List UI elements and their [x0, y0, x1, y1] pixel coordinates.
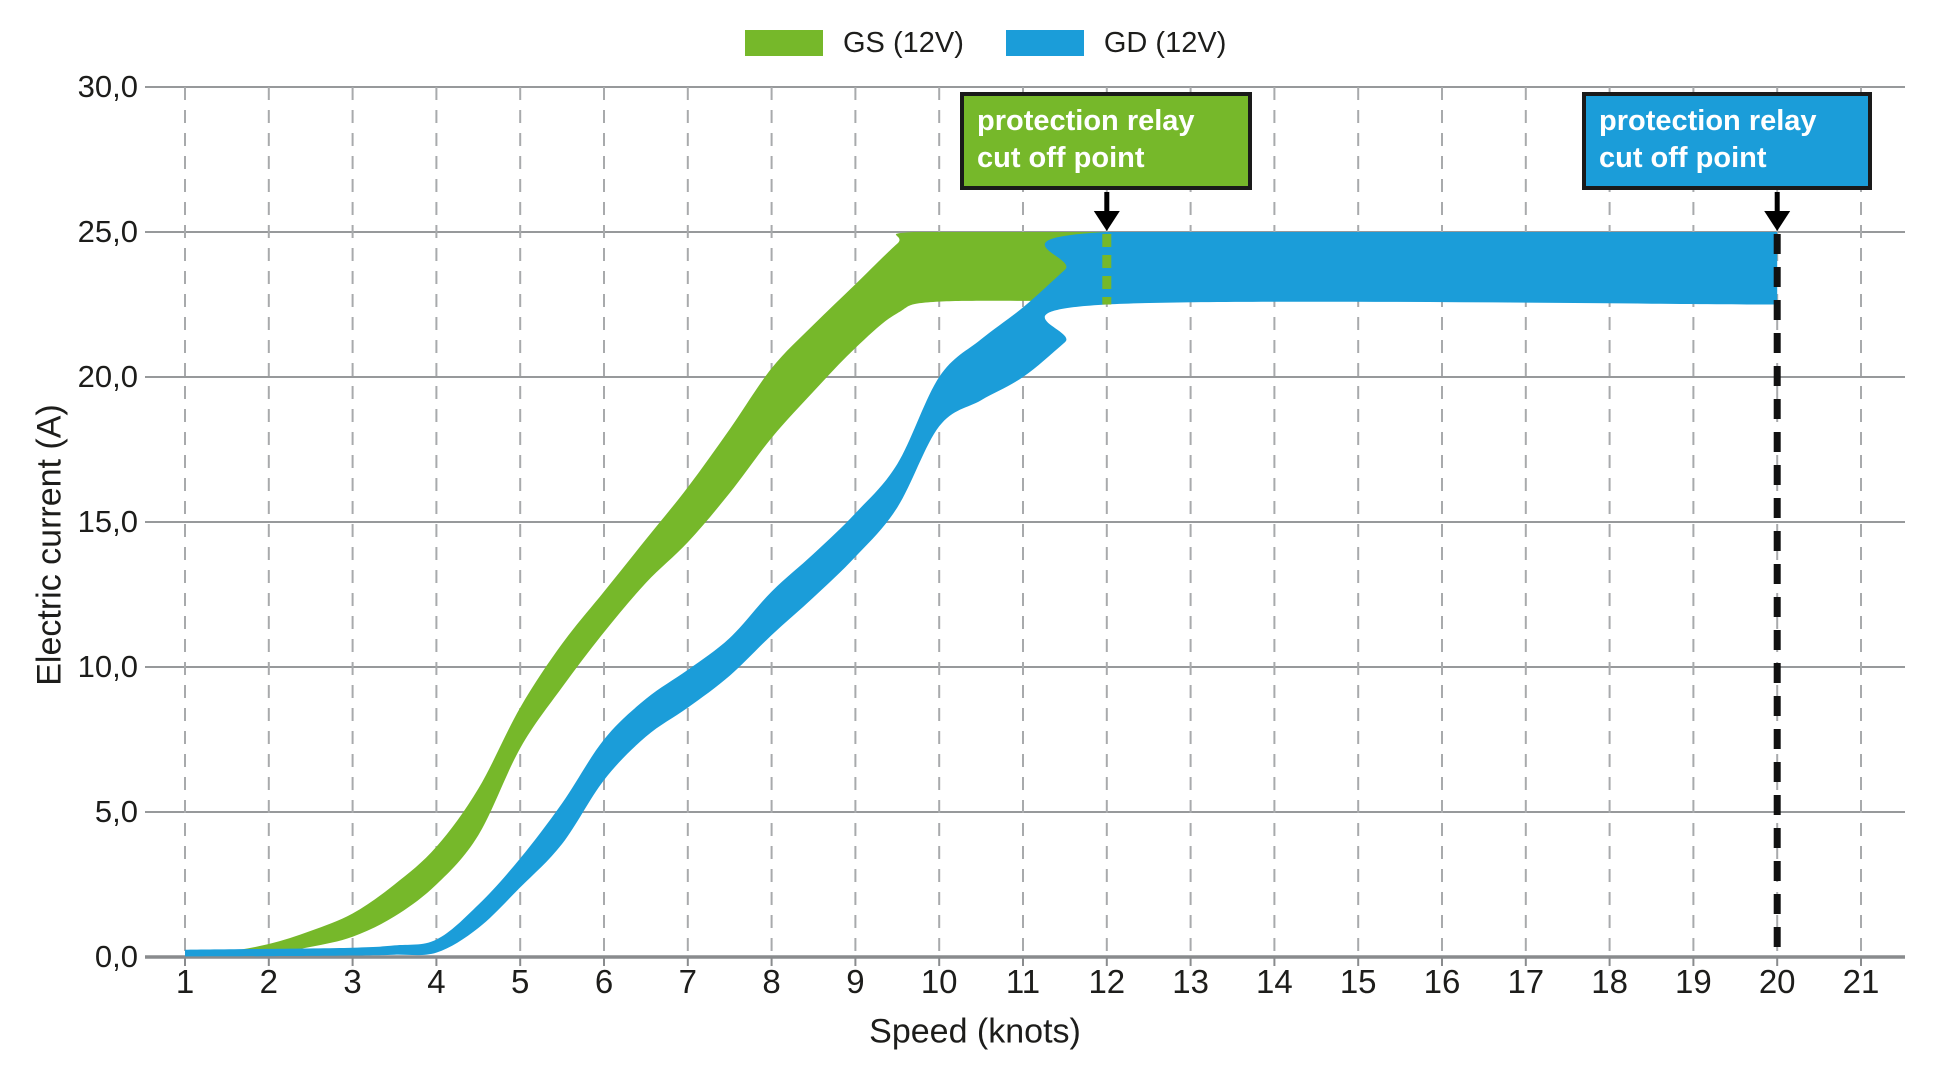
x-tick-label: 21	[1842, 963, 1880, 1000]
x-tick-label: 17	[1507, 963, 1545, 1000]
x-tick-label: 16	[1423, 963, 1461, 1000]
x-tick-label: 5	[511, 963, 530, 1000]
x-tick-label: 19	[1675, 963, 1712, 1000]
legend: GS (12V) GD (12V)	[745, 26, 1226, 60]
y-tick-label: 0,0	[94, 939, 138, 974]
legend-swatch-gs	[745, 30, 823, 56]
y-tick-label: 30,0	[77, 69, 138, 104]
y-tick-label: 10,0	[77, 649, 138, 684]
x-tick-label: 10	[920, 963, 958, 1000]
x-tick-label: 8	[762, 963, 781, 1000]
callout-gd-line2: cut off point	[1599, 142, 1767, 174]
gs-band	[185, 232, 1107, 956]
x-tick-label: 9	[846, 963, 865, 1000]
callout-gs-line1: protection relay	[977, 105, 1195, 137]
y-tick-label: 20,0	[77, 359, 138, 394]
gd-band	[185, 232, 1778, 957]
y-tick-label: 5,0	[94, 794, 138, 829]
legend-label-gd: GD (12V)	[1103, 26, 1227, 59]
x-tick-label: 6	[594, 963, 614, 1000]
callout-gs-line2: cut off point	[977, 142, 1145, 174]
x-tick-label: 12	[1088, 963, 1126, 1000]
x-tick-label: 2	[259, 963, 278, 1000]
callout-gd-line1: protection relay	[1599, 105, 1817, 137]
gd-cutoff-arrowhead	[1764, 211, 1791, 231]
legend-swatch-gd	[1005, 30, 1084, 56]
x-axis-title: Speed (knots)	[869, 1012, 1081, 1051]
x-tick-label: 3	[343, 963, 362, 1000]
y-tick-label: 25,0	[77, 214, 138, 249]
x-tick-label: 20	[1758, 963, 1796, 1000]
y-tick-label: 15,0	[77, 504, 138, 539]
x-tick-label: 1	[175, 963, 195, 1000]
y-axis-title: Electric current (A)	[30, 404, 69, 686]
x-tick-label: 7	[678, 963, 697, 1000]
x-tick-label: 15	[1339, 963, 1377, 1000]
callout-gs-cutoff: protection relay cut off point	[960, 92, 1252, 190]
x-tick-label: 11	[1005, 963, 1041, 1000]
x-tick-label: 14	[1256, 963, 1293, 1000]
x-tick-label: 4	[427, 963, 446, 1000]
x-tick-label: 13	[1172, 963, 1209, 1000]
x-tick-label: 18	[1591, 963, 1628, 1000]
gs-cutoff-arrowhead	[1093, 211, 1120, 231]
legend-label-gs: GS (12V)	[843, 26, 964, 59]
callout-gd-cutoff: protection relay cut off point	[1582, 92, 1872, 190]
